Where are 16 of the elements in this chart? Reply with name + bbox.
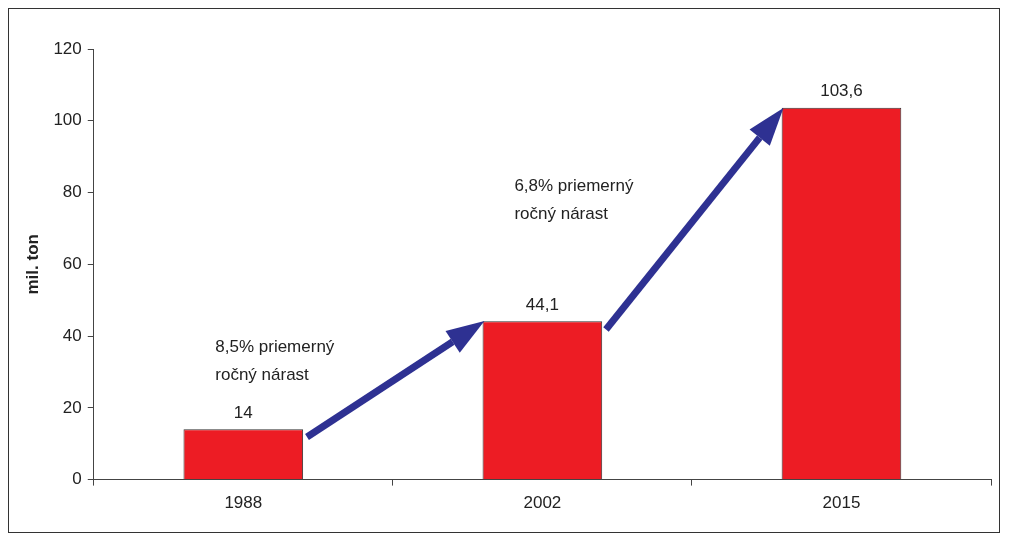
annotation: 8,5% priemerný ročný nárast <box>215 337 335 385</box>
y-axis-title: mil. ton <box>22 234 42 295</box>
data-label: 44,1 <box>525 294 559 314</box>
data-label: 14 <box>233 402 253 422</box>
y-tick-label: 120 <box>53 38 82 58</box>
y-tick-label: 60 <box>62 253 82 273</box>
y-tick-label: 100 <box>53 110 82 130</box>
y-tick-label: 0 <box>72 469 82 489</box>
annotation: 6,8% priemerný ročný nárast <box>514 176 634 224</box>
y-tick-label: 40 <box>62 325 82 345</box>
x-tick-label: 2002 <box>523 493 562 513</box>
y-tick-label: 80 <box>62 182 82 202</box>
x-tick-label: 2015 <box>822 493 861 513</box>
x-tick-label: 1988 <box>224 493 263 513</box>
data-label: 103,6 <box>820 81 863 101</box>
y-tick-label: 20 <box>62 397 82 417</box>
